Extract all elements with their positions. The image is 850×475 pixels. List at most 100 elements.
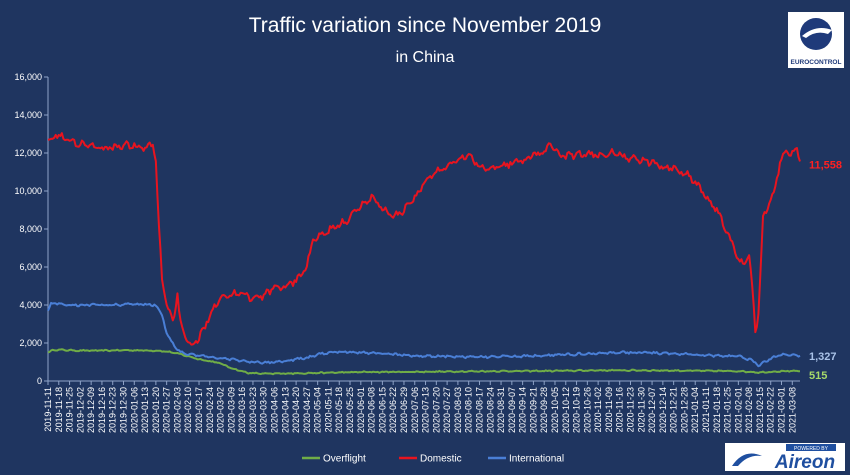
x-tick-label: 2020-09-28 bbox=[539, 387, 549, 433]
x-tick-label: 2019-12-23 bbox=[108, 387, 118, 433]
x-tick-label: 2020-06-15 bbox=[377, 387, 387, 433]
x-tick-label: 2020-08-17 bbox=[474, 387, 484, 433]
x-tick-label: 2020-12-21 bbox=[669, 387, 679, 433]
series-layer bbox=[47, 132, 801, 376]
y-tick-label: 0 bbox=[37, 376, 42, 386]
x-tick-label: 2020-04-20 bbox=[291, 387, 301, 433]
end-label-overflight: 515 bbox=[809, 370, 827, 382]
chart-subtitle: in China bbox=[396, 49, 455, 66]
series-line-overflight bbox=[47, 348, 801, 376]
x-tick-label: 2020-12-14 bbox=[658, 387, 668, 433]
y-tick-label: 6,000 bbox=[19, 262, 42, 272]
x-tick-label: 2020-11-16 bbox=[615, 387, 625, 432]
x-tick-label: 2021-02-01 bbox=[733, 387, 743, 433]
end-label-international: 1,327 bbox=[809, 351, 837, 363]
x-tick-label: 2019-11-18 bbox=[54, 387, 64, 432]
x-tick-label: 2020-10-26 bbox=[582, 387, 592, 433]
x-tick-label: 2020-08-03 bbox=[453, 387, 463, 433]
x-tick-label: 2020-08-31 bbox=[496, 387, 506, 433]
eurocontrol-logo-text: EUROCONTROL bbox=[791, 59, 842, 66]
x-tick-label: 2020-03-23 bbox=[248, 387, 258, 433]
x-tick-label: 2020-04-27 bbox=[302, 387, 312, 433]
x-tick-label: 2021-03-08 bbox=[787, 387, 797, 433]
x-tick-label: 2020-06-29 bbox=[399, 387, 409, 433]
x-tick-label: 2020-11-30 bbox=[636, 387, 646, 432]
x-tick-label: 2021-02-15 bbox=[755, 387, 765, 433]
x-axis: 2019-11-11 2019-11-18 2019-11-25 2019-12-02… bbox=[43, 380, 800, 433]
x-tick-label: 2020-12-07 bbox=[647, 387, 657, 433]
series-line-domestic bbox=[47, 132, 801, 346]
aireon-powered-text: POWERED BY bbox=[794, 446, 829, 452]
x-tick-label: 2020-05-11 bbox=[323, 387, 333, 432]
x-tick-label: 2019-12-30 bbox=[119, 387, 129, 433]
end-label-domestic: 11,558 bbox=[809, 159, 842, 171]
x-tick-label: 2020-02-24 bbox=[205, 387, 215, 433]
aireon-logo: POWERED BY Aireon bbox=[725, 443, 845, 473]
x-tick-label: 2020-01-20 bbox=[151, 387, 161, 433]
x-tick-label: 2020-09-21 bbox=[528, 387, 538, 433]
x-tick-label: 2020-05-18 bbox=[334, 387, 344, 433]
x-tick-label: 2020-02-10 bbox=[183, 387, 193, 433]
x-tick-label: 2020-05-04 bbox=[313, 387, 323, 433]
x-tick-label: 2020-10-12 bbox=[561, 387, 571, 433]
x-tick-label: 2019-11-25 bbox=[65, 387, 75, 432]
x-tick-label: 2021-01-11 bbox=[701, 387, 711, 432]
aireon-swoosh-icon bbox=[732, 453, 762, 466]
x-tick-label: 2021-01-25 bbox=[723, 387, 733, 433]
x-tick-label: 2020-07-20 bbox=[431, 387, 441, 433]
eurocontrol-logo: EUROCONTROL bbox=[788, 12, 844, 68]
x-tick-label: 2020-03-02 bbox=[216, 387, 226, 433]
x-tick-label: 2020-03-30 bbox=[259, 387, 269, 433]
x-tick-label: 2019-11-11 bbox=[43, 387, 53, 432]
x-tick-label: 2020-08-10 bbox=[464, 387, 474, 433]
y-axis: 0 2,000 4,000 6,000 8,000 10,000 12,000 14,000 1… bbox=[14, 72, 49, 386]
aireon-logo-text: Aireon bbox=[774, 452, 835, 473]
x-tick-label: 2020-11-23 bbox=[625, 387, 635, 432]
x-tick-label: 2020-01-13 bbox=[140, 387, 150, 433]
x-tick-label: 2020-06-01 bbox=[356, 387, 366, 433]
y-tick-label: 12,000 bbox=[14, 148, 42, 158]
y-tick-label: 14,000 bbox=[14, 110, 42, 120]
x-tick-label: 2020-02-03 bbox=[172, 387, 182, 433]
x-tick-label: 2021-03-01 bbox=[777, 387, 787, 433]
x-tick-label: 2020-06-08 bbox=[367, 387, 377, 433]
end-labels: 515 11,558 1,327 bbox=[809, 159, 842, 382]
y-tick-label: 16,000 bbox=[14, 72, 42, 82]
x-tick-label: 2020-10-05 bbox=[550, 387, 560, 433]
x-tick-label: 2020-10-19 bbox=[572, 387, 582, 433]
x-tick-label: 2020-09-07 bbox=[507, 387, 517, 433]
legend-label-international: International bbox=[509, 454, 564, 465]
x-tick-label: 2020-11-09 bbox=[604, 387, 614, 432]
x-tick-label: 2021-01-04 bbox=[690, 387, 700, 433]
x-tick-label: 2020-04-06 bbox=[270, 387, 280, 433]
x-tick-label: 2020-05-25 bbox=[345, 387, 355, 433]
x-tick-label: 2020-11-02 bbox=[593, 387, 603, 432]
x-tick-label: 2019-12-02 bbox=[75, 387, 85, 433]
x-tick-label: 2021-02-22 bbox=[766, 387, 776, 433]
y-tick-label: 10,000 bbox=[14, 186, 42, 196]
x-tick-label: 2019-12-09 bbox=[86, 387, 96, 433]
x-tick-label: 2019-12-16 bbox=[97, 387, 107, 433]
x-tick-label: 2020-03-16 bbox=[237, 387, 247, 433]
legend: Overflight Domestic International bbox=[302, 454, 564, 465]
x-tick-label: 2020-08-24 bbox=[485, 387, 495, 433]
y-tick-label: 8,000 bbox=[19, 224, 42, 234]
x-tick-label: 2020-06-22 bbox=[388, 387, 398, 433]
x-tick-label: 2020-07-06 bbox=[410, 387, 420, 433]
y-tick-label: 2,000 bbox=[19, 338, 42, 348]
series-line-international bbox=[47, 301, 801, 368]
x-tick-label: 2021-02-08 bbox=[744, 387, 754, 433]
x-tick-label: 2020-03-09 bbox=[226, 387, 236, 433]
legend-label-domestic: Domestic bbox=[420, 454, 462, 465]
y-tick-label: 4,000 bbox=[19, 300, 42, 310]
legend-label-overflight: Overflight bbox=[323, 454, 366, 465]
x-tick-label: 2020-04-13 bbox=[280, 387, 290, 433]
x-tick-label: 2020-01-06 bbox=[129, 387, 139, 433]
x-tick-label: 2020-02-17 bbox=[194, 387, 204, 433]
x-tick-label: 2020-12-28 bbox=[679, 387, 689, 433]
x-tick-label: 2020-01-27 bbox=[162, 387, 172, 433]
eurocontrol-emblem-icon bbox=[800, 18, 832, 50]
x-tick-label: 2020-07-13 bbox=[421, 387, 431, 433]
